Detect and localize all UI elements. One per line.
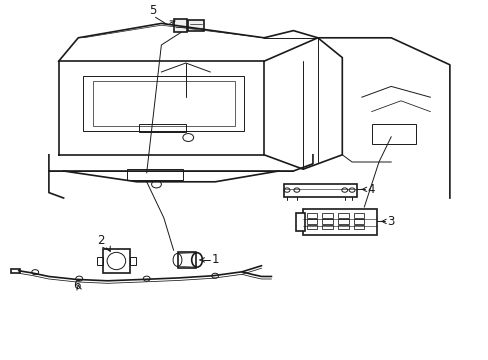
Bar xyxy=(322,213,332,218)
Text: 1: 1 xyxy=(211,253,218,266)
Bar xyxy=(11,269,20,273)
Bar xyxy=(129,257,136,265)
Bar xyxy=(177,252,196,268)
Bar xyxy=(322,225,332,229)
Bar xyxy=(97,257,103,265)
Bar xyxy=(353,213,364,218)
Text: 5: 5 xyxy=(149,4,156,17)
Bar xyxy=(306,225,317,229)
Bar xyxy=(303,209,376,235)
Bar xyxy=(283,184,356,197)
Bar xyxy=(173,19,187,32)
Bar xyxy=(188,20,203,31)
Bar xyxy=(306,219,317,224)
Bar xyxy=(337,219,348,224)
Bar xyxy=(322,219,332,224)
Bar xyxy=(139,124,185,132)
Bar xyxy=(337,213,348,218)
Bar xyxy=(353,225,364,229)
Bar xyxy=(83,76,244,131)
Bar xyxy=(306,213,317,218)
Bar xyxy=(353,219,364,224)
Bar xyxy=(337,225,348,229)
Bar xyxy=(102,249,130,273)
Bar xyxy=(127,169,183,180)
Text: 3: 3 xyxy=(386,215,394,228)
Text: 4: 4 xyxy=(367,183,374,196)
Bar xyxy=(295,213,304,231)
Text: 2: 2 xyxy=(97,234,104,247)
Text: 6: 6 xyxy=(73,279,81,292)
Bar xyxy=(93,81,234,126)
Bar xyxy=(371,124,415,144)
